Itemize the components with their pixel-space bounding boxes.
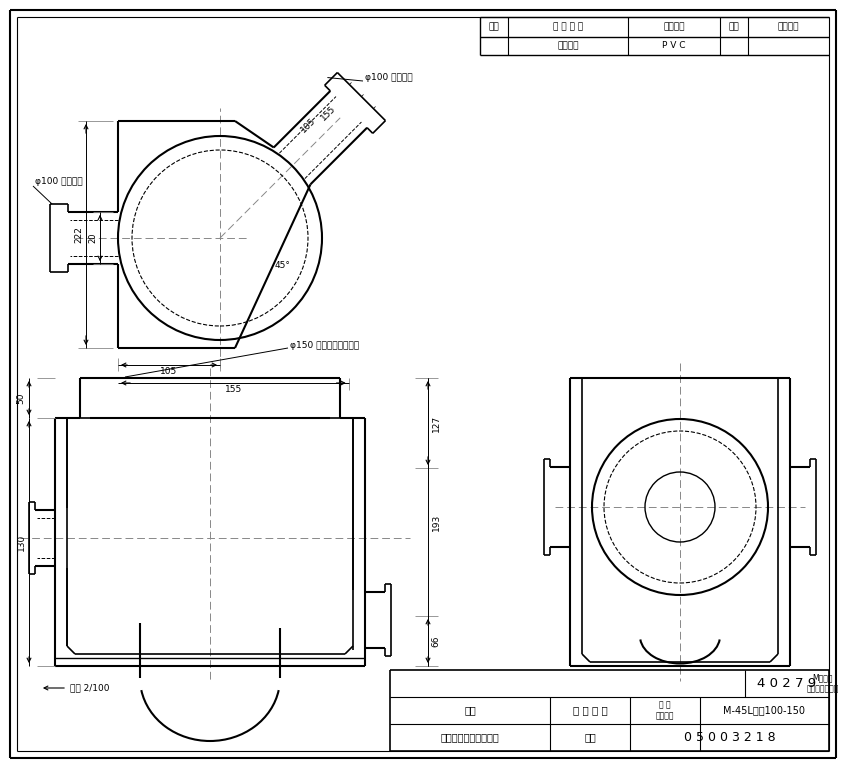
Text: 155: 155 — [225, 386, 242, 395]
Text: 番号: 番号 — [489, 22, 499, 31]
Text: 45°: 45° — [274, 261, 290, 270]
Text: 0 5 0 0 3 2 1 8: 0 5 0 0 3 2 1 8 — [684, 731, 775, 744]
Text: 本　　体: 本 体 — [558, 41, 579, 51]
Text: φ100 管路受口: φ100 管路受口 — [35, 177, 83, 187]
Text: 品名: 品名 — [464, 706, 475, 716]
Text: 20: 20 — [89, 233, 97, 243]
Text: 222: 222 — [74, 226, 84, 243]
Text: φ100 管路受口: φ100 管路受口 — [365, 74, 413, 82]
Text: 勾配 2/100: 勾配 2/100 — [70, 684, 109, 693]
Text: 備　　考: 備 考 — [777, 22, 799, 31]
Text: 材　　質: 材 質 — [663, 22, 684, 31]
Text: 155: 155 — [320, 104, 338, 123]
Text: 130: 130 — [17, 533, 25, 551]
Text: 4 0 2 7 9: 4 0 2 7 9 — [757, 677, 816, 690]
Text: 部 品 名 称: 部 品 名 称 — [553, 22, 583, 31]
Text: 50: 50 — [17, 392, 25, 404]
Text: 型 式
（略号）: 型 式 （略号） — [656, 700, 674, 720]
Text: 193: 193 — [431, 513, 441, 531]
Text: M-45L左　100-150: M-45L左 100-150 — [723, 706, 805, 716]
Text: Mコード
（製品コード）: Mコード （製品コード） — [806, 674, 838, 694]
Text: P V C: P V C — [662, 41, 686, 51]
Text: 数量: 数量 — [728, 22, 739, 31]
Text: φ150 立上り接合部受口: φ150 立上り接合部受口 — [290, 340, 359, 349]
Text: 図番: 図番 — [584, 733, 596, 743]
Text: 105: 105 — [161, 368, 178, 376]
Text: 前澤化成工業株式会社: 前澤化成工業株式会社 — [441, 733, 499, 743]
Text: 127: 127 — [431, 415, 441, 432]
Text: 105: 105 — [299, 116, 318, 135]
Text: 66: 66 — [431, 635, 441, 647]
Text: ビ ニ マ ス: ビ ニ マ ス — [573, 706, 607, 716]
